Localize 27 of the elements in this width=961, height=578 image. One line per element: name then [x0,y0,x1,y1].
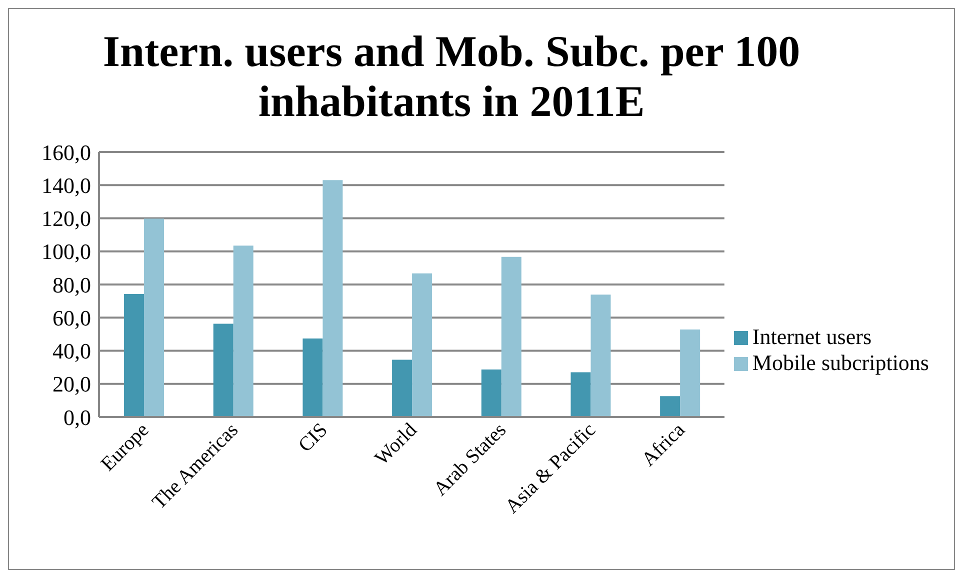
chart-title: Intern. users and Mob. Subc. per 100 inhabitants in 2011E [102,27,802,127]
legend-label: Internet users [752,324,872,348]
x-tick-label: CIS [294,418,332,457]
bar [213,324,234,417]
y-tick-label: 140,0 [42,172,91,198]
bar [322,180,343,417]
bar [392,360,412,417]
y-tick-label: 60,0 [52,305,91,330]
bar [680,330,700,417]
bar [660,396,680,417]
y-tick-label: 80,0 [52,272,91,298]
y-tick-label: 160,0 [42,140,91,165]
y-tick-label: 40,0 [52,338,91,364]
bar [302,338,323,417]
bar [144,218,164,417]
bar [590,294,611,417]
bar [481,369,502,417]
bar [412,273,432,417]
y-tick-label: 120,0 [42,206,91,232]
bar [233,246,254,417]
y-tick-label: 20,0 [52,372,91,397]
y-tick-label: 100,0 [42,239,91,264]
y-tick-label: 0,0 [64,404,91,430]
legend-label: Mobile subcriptions [752,350,929,374]
bar [124,294,144,417]
bar [570,372,591,417]
bar [501,256,522,417]
